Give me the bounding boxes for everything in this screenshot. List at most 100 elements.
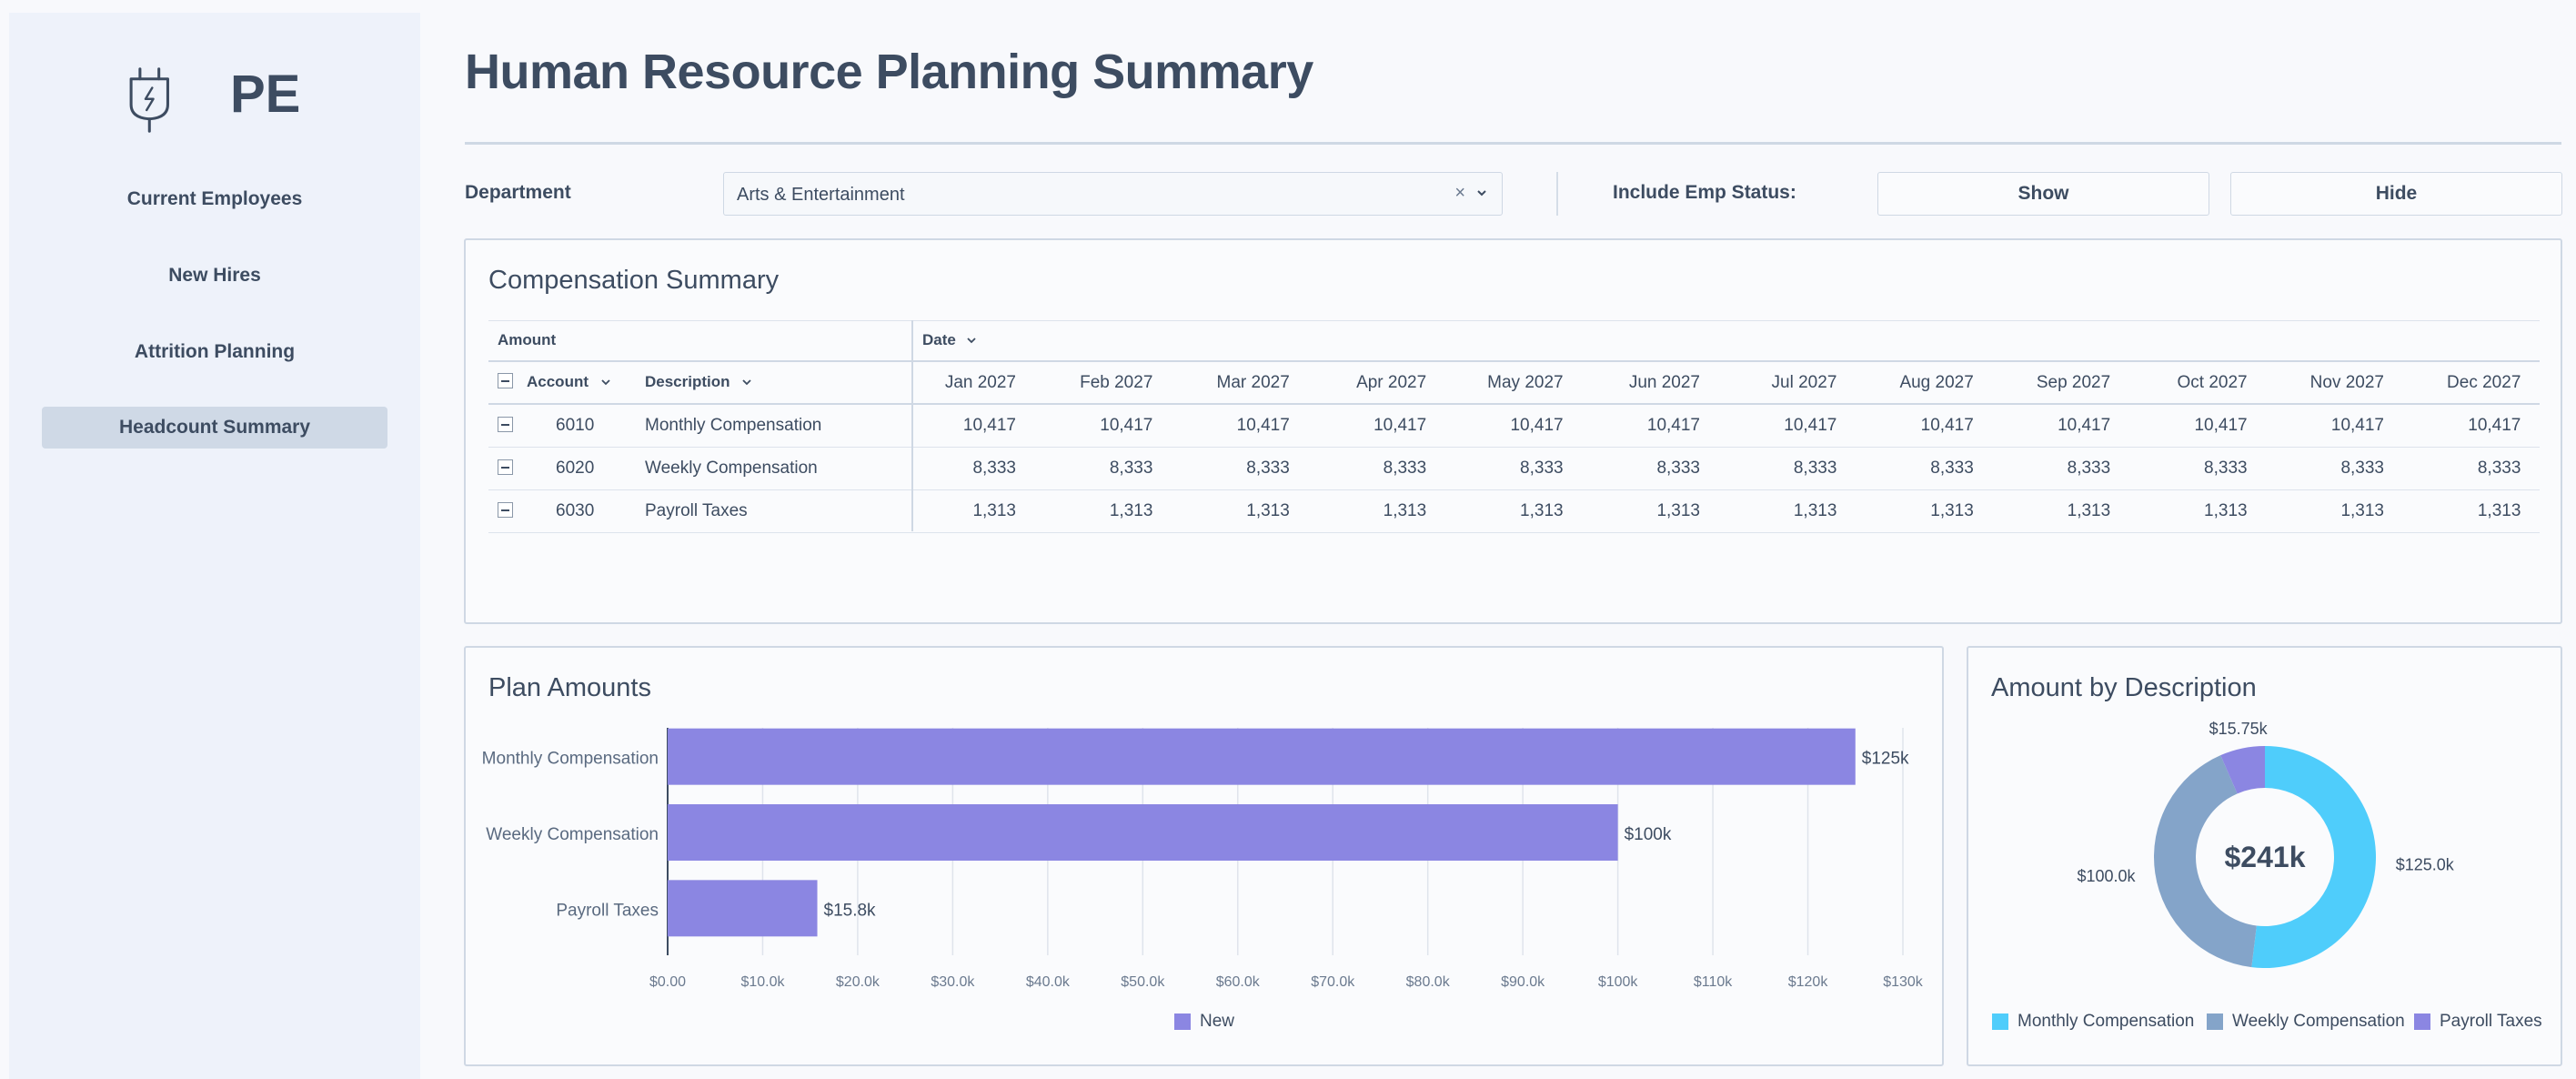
category-label: Weekly Compensation [486, 825, 659, 844]
department-label: Department [465, 182, 571, 203]
value-cell: 1,313 [2340, 501, 2384, 520]
description-cell: Payroll Taxes [645, 501, 748, 520]
sidebar-item-current-employees[interactable]: Current Employees [126, 188, 303, 209]
value-cell: 10,417 [1100, 416, 1153, 435]
row-collapse-icon[interactable] [498, 459, 513, 475]
value-cell: 10,417 [1784, 416, 1837, 435]
x-tick-label: $30.0k [931, 974, 975, 990]
x-tick-label: $80.0k [1406, 974, 1451, 990]
emp-status-label: Include Emp Status: [1613, 182, 1796, 203]
table-rule [488, 532, 2540, 533]
date-header-label: Date [922, 331, 956, 348]
value-cell: 10,417 [962, 416, 1016, 435]
slice-label: $15.75k [2209, 720, 2269, 738]
x-tick-label: $100k [1598, 974, 1639, 990]
x-tick-label: $120k [1788, 974, 1829, 990]
description-header[interactable]: Description [645, 373, 752, 391]
legend-swatch [2414, 1013, 2430, 1030]
sidebar-item-headcount-summary[interactable]: Headcount Summary [42, 407, 387, 449]
value-cell: 1,313 [1656, 501, 1700, 520]
amount-header: Amount [498, 331, 557, 348]
donut-slice [2220, 746, 2265, 794]
table-column-divider [911, 320, 913, 531]
amount-by-description-card: Amount by Description $125.0k $100.0k $15.… [1967, 646, 2562, 1066]
data-label: $100k [1625, 825, 1672, 844]
amount-by-description-chart: $125.0k $100.0k $15.75k $241k [2077, 720, 2455, 968]
value-cell: 10,417 [2468, 416, 2521, 435]
value-cell: 8,333 [2204, 459, 2248, 478]
value-cell: 8,333 [1246, 459, 1290, 478]
value-cell: 10,417 [1920, 416, 1974, 435]
month-header: Nov 2027 [2309, 373, 2384, 392]
donut-legend-payroll: Payroll Taxes [2414, 1012, 2542, 1032]
sidebar: PE Current Employees New Hires Attrition… [9, 13, 420, 1079]
description-cell: Monthly Compensation [645, 416, 822, 435]
x-tick-label: $60.0k [1216, 974, 1261, 990]
legend-label: Monthly Compensation [2018, 1012, 2195, 1031]
logo-text: PE [230, 65, 301, 124]
x-tick-label: $20.0k [836, 974, 880, 990]
value-cell: 10,417 [1236, 416, 1290, 435]
account-header[interactable]: Account [527, 373, 611, 391]
account-cell: 6020 [556, 459, 595, 478]
donut-slice [2251, 746, 2376, 968]
row-collapse-icon[interactable] [498, 502, 513, 518]
legend-label: Weekly Compensation [2232, 1012, 2405, 1031]
hide-button[interactable]: Hide [2230, 172, 2562, 216]
amount-by-description-title: Amount by Description [1991, 673, 2257, 702]
chevron-down-icon[interactable] [1476, 183, 1487, 202]
value-cell: 1,313 [2204, 501, 2248, 520]
table-rule [488, 447, 2540, 448]
value-cell: 10,417 [2330, 416, 2384, 435]
month-header: Aug 2027 [1899, 373, 1974, 392]
compensation-summary-title: Compensation Summary [488, 266, 780, 295]
value-cell: 1,313 [2067, 501, 2111, 520]
data-label: $15.8k [824, 901, 877, 920]
table-rule [488, 489, 2540, 490]
x-tick-label: $0.00 [649, 974, 686, 990]
value-cell: 8,333 [1383, 459, 1427, 478]
month-header: Dec 2027 [2447, 373, 2521, 392]
collapse-all-icon[interactable] [498, 373, 513, 388]
sidebar-item-new-hires[interactable]: New Hires [168, 265, 261, 286]
clear-icon[interactable]: × [1454, 183, 1465, 203]
plan-amounts-title: Plan Amounts [488, 673, 651, 702]
value-cell: 10,417 [1510, 416, 1564, 435]
x-tick-label: $10.0k [740, 974, 785, 990]
value-cell: 10,417 [2058, 416, 2111, 435]
plan-amounts-legend: New [1174, 1012, 1234, 1032]
account-cell: 6010 [556, 416, 595, 435]
legend-label: Payroll Taxes [2440, 1012, 2542, 1031]
x-tick-label: $50.0k [1121, 974, 1165, 990]
description-header-label: Description [645, 373, 730, 390]
category-label: Payroll Taxes [556, 901, 659, 920]
month-header: Feb 2027 [1080, 373, 1153, 392]
category-label: Monthly Compensation [482, 750, 659, 769]
table-rule [488, 320, 2540, 321]
value-cell: 1,313 [1383, 501, 1427, 520]
value-cell: 1,313 [1246, 501, 1290, 520]
value-cell: 1,313 [1520, 501, 1564, 520]
month-header: Mar 2027 [1216, 373, 1290, 392]
value-cell: 8,333 [1793, 459, 1837, 478]
plan-amounts-card: Plan Amounts $0.00 $10.0k $20.0k $30.0k $40.… [464, 646, 1944, 1066]
value-cell: 8,333 [2340, 459, 2384, 478]
row-collapse-icon[interactable] [498, 417, 513, 432]
value-cell: 8,333 [1109, 459, 1153, 478]
compensation-summary-card: Compensation Summary Amount Date Account… [464, 238, 2562, 624]
show-button[interactable]: Show [1877, 172, 2209, 216]
value-cell: 10,417 [1646, 416, 1700, 435]
department-select-value: Arts & Entertainment [737, 185, 905, 205]
plan-amounts-chart: $0.00 $10.0k $20.0k $30.0k $40.0k $50.0k $60.0… [482, 728, 1924, 990]
value-cell: 1,313 [972, 501, 1016, 520]
value-cell: 8,333 [2477, 459, 2521, 478]
value-cell: 8,333 [2067, 459, 2111, 478]
value-cell: 1,313 [1109, 501, 1153, 520]
sidebar-item-attrition-planning[interactable]: Attrition Planning [134, 341, 296, 362]
department-select[interactable]: Arts & Entertainment × [723, 172, 1503, 216]
month-header: Jun 2027 [1628, 373, 1700, 392]
legend-swatch [2207, 1013, 2223, 1030]
account-header-label: Account [527, 373, 589, 390]
date-header[interactable]: Date [922, 331, 977, 349]
legend-label-new: New [1200, 1012, 1235, 1031]
